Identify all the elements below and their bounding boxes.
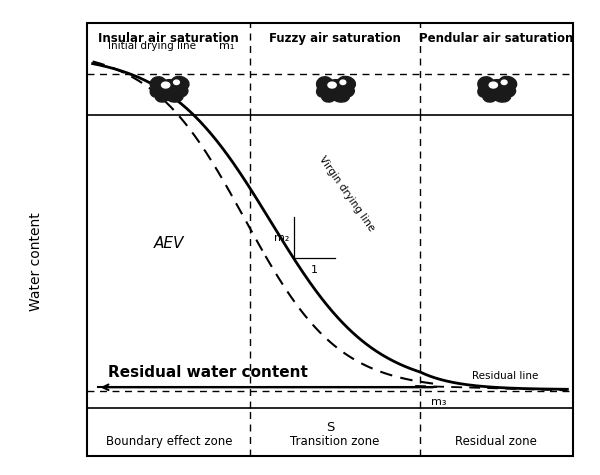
Ellipse shape <box>338 76 355 90</box>
Text: Boundary effect zone: Boundary effect zone <box>106 435 232 448</box>
Ellipse shape <box>489 82 497 88</box>
Ellipse shape <box>485 80 508 96</box>
Ellipse shape <box>342 86 355 97</box>
Ellipse shape <box>478 77 494 92</box>
Text: AEV: AEV <box>154 236 184 251</box>
Ellipse shape <box>155 90 170 102</box>
Ellipse shape <box>501 80 507 85</box>
Ellipse shape <box>323 80 347 96</box>
Ellipse shape <box>478 83 492 97</box>
Text: m₁: m₁ <box>219 41 235 51</box>
Text: Residual line: Residual line <box>472 371 538 381</box>
Text: Fuzzy air saturation: Fuzzy air saturation <box>269 32 401 45</box>
Ellipse shape <box>317 77 333 92</box>
Ellipse shape <box>165 90 183 102</box>
Text: S: S <box>326 421 334 434</box>
Text: m₃: m₃ <box>431 397 446 407</box>
Text: Residual zone: Residual zone <box>455 435 538 448</box>
Ellipse shape <box>483 90 497 102</box>
Ellipse shape <box>157 80 180 96</box>
Text: Initial drying line: Initial drying line <box>108 41 196 51</box>
Ellipse shape <box>150 77 167 92</box>
Text: Transition zone: Transition zone <box>290 435 380 448</box>
Ellipse shape <box>499 76 517 90</box>
Ellipse shape <box>331 90 349 102</box>
Ellipse shape <box>328 82 336 88</box>
Ellipse shape <box>322 90 337 102</box>
Ellipse shape <box>171 76 189 90</box>
Text: Pendular air saturation: Pendular air saturation <box>419 32 574 45</box>
Ellipse shape <box>317 83 331 97</box>
Text: Water content: Water content <box>29 212 43 311</box>
Ellipse shape <box>340 80 346 85</box>
Text: Residual water content: Residual water content <box>108 365 308 380</box>
Ellipse shape <box>173 80 179 85</box>
Ellipse shape <box>493 90 511 102</box>
Text: Virgin drying line: Virgin drying line <box>317 154 376 233</box>
Ellipse shape <box>161 82 170 88</box>
Text: m₂: m₂ <box>274 233 290 243</box>
Ellipse shape <box>150 83 164 97</box>
Text: Insular air saturation: Insular air saturation <box>98 32 239 45</box>
Ellipse shape <box>503 86 515 97</box>
Text: 1: 1 <box>311 265 318 275</box>
Ellipse shape <box>175 86 188 97</box>
